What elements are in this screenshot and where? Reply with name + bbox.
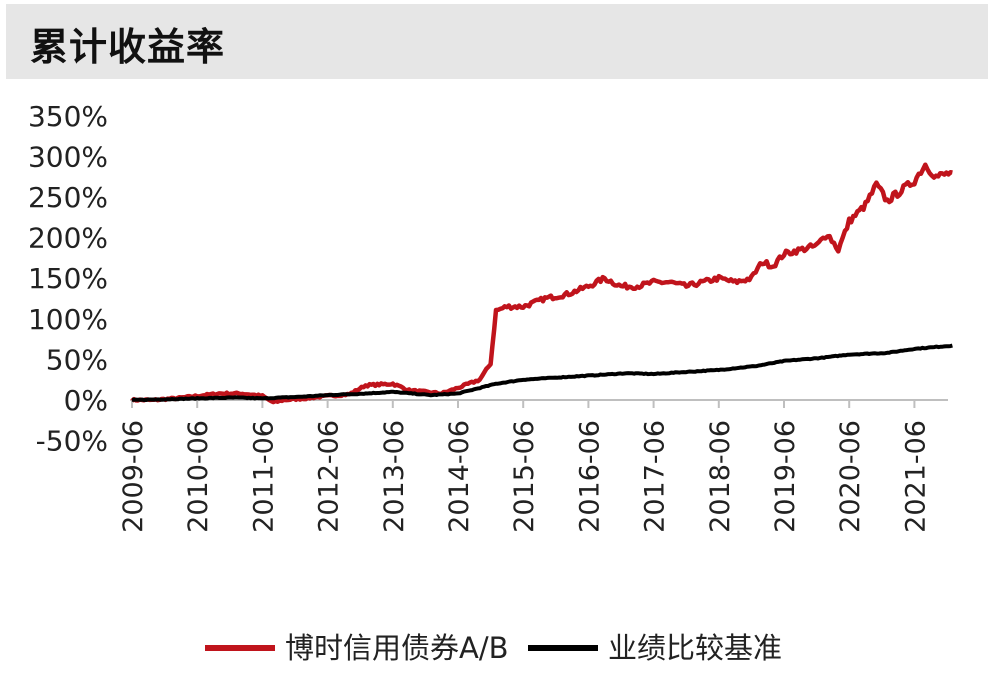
y-tick-label: 0% <box>64 384 108 417</box>
x-tick-label: 2016-06 <box>574 420 605 533</box>
chart-title-bar: 累计收益率 <box>6 4 988 79</box>
x-tick-label: 2012-06 <box>314 420 345 533</box>
x-tick-label: 2019-06 <box>770 420 801 533</box>
x-tick-label: 2010-06 <box>183 420 214 533</box>
y-tick-label: 200% <box>28 222 108 255</box>
y-tick-label: 250% <box>28 181 108 214</box>
y-tick-label: 100% <box>28 303 108 336</box>
x-tick-label: 2018-06 <box>705 420 736 533</box>
y-tick-label: 350% <box>28 100 108 133</box>
series-line-boshi-credit-bond <box>130 162 953 405</box>
y-tick-label: -50% <box>36 425 108 458</box>
y-tick-label: 300% <box>28 140 108 173</box>
y-tick-label: 50% <box>46 343 108 376</box>
x-tick-label: 2011-06 <box>248 420 279 533</box>
x-tick-label: 2009-06 <box>118 420 149 533</box>
legend-label-benchmark: 业绩比较基准 <box>608 631 782 665</box>
x-tick-label: 2017-06 <box>640 420 671 533</box>
x-tick-label: 2013-06 <box>379 420 410 533</box>
legend-label-boshi-credit-bond: 博时信用债券A/B <box>285 631 509 665</box>
y-tick-label: 150% <box>28 262 108 295</box>
chart-title: 累计收益率 <box>30 25 226 69</box>
x-tick-label: 2021-06 <box>900 420 931 533</box>
series-line-benchmark <box>131 343 953 402</box>
x-tick-label: 2015-06 <box>509 420 540 533</box>
x-tick-label: 2020-06 <box>835 420 866 533</box>
x-tick-label: 2014-06 <box>444 420 475 533</box>
